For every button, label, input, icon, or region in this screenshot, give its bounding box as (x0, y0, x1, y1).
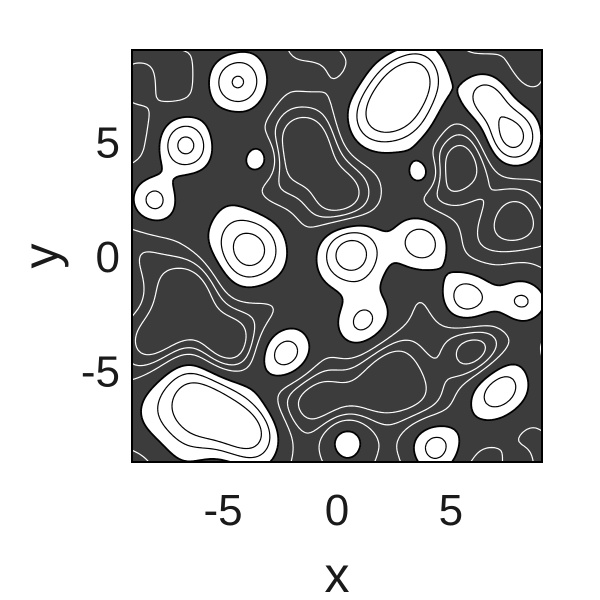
low-contour-line-0 (132, 50, 542, 462)
x-axis-ticks: -5 0 5 (204, 486, 464, 535)
y-tick-label: 5 (96, 119, 120, 168)
y-axis-ticks: -5 0 5 (81, 119, 120, 397)
plot-frame (131, 49, 543, 463)
high-contour-line-1 (145, 53, 534, 459)
plot-area (132, 50, 542, 462)
low-contour-line-2 (134, 116, 535, 420)
high-contour-line-2 (171, 61, 525, 450)
y-axis-label: y (13, 244, 69, 269)
y-tick-label: 0 (96, 233, 120, 282)
x-tick-label: -5 (204, 486, 243, 535)
low-contour-lines (132, 50, 542, 462)
high-contour-lines (132, 50, 542, 462)
x-tick-label: 0 (325, 486, 349, 535)
high-contour-line-0 (132, 50, 542, 462)
x-axis-label: x (325, 547, 350, 600)
x-tick-label: 5 (439, 486, 463, 535)
y-tick-label: -5 (81, 347, 120, 396)
